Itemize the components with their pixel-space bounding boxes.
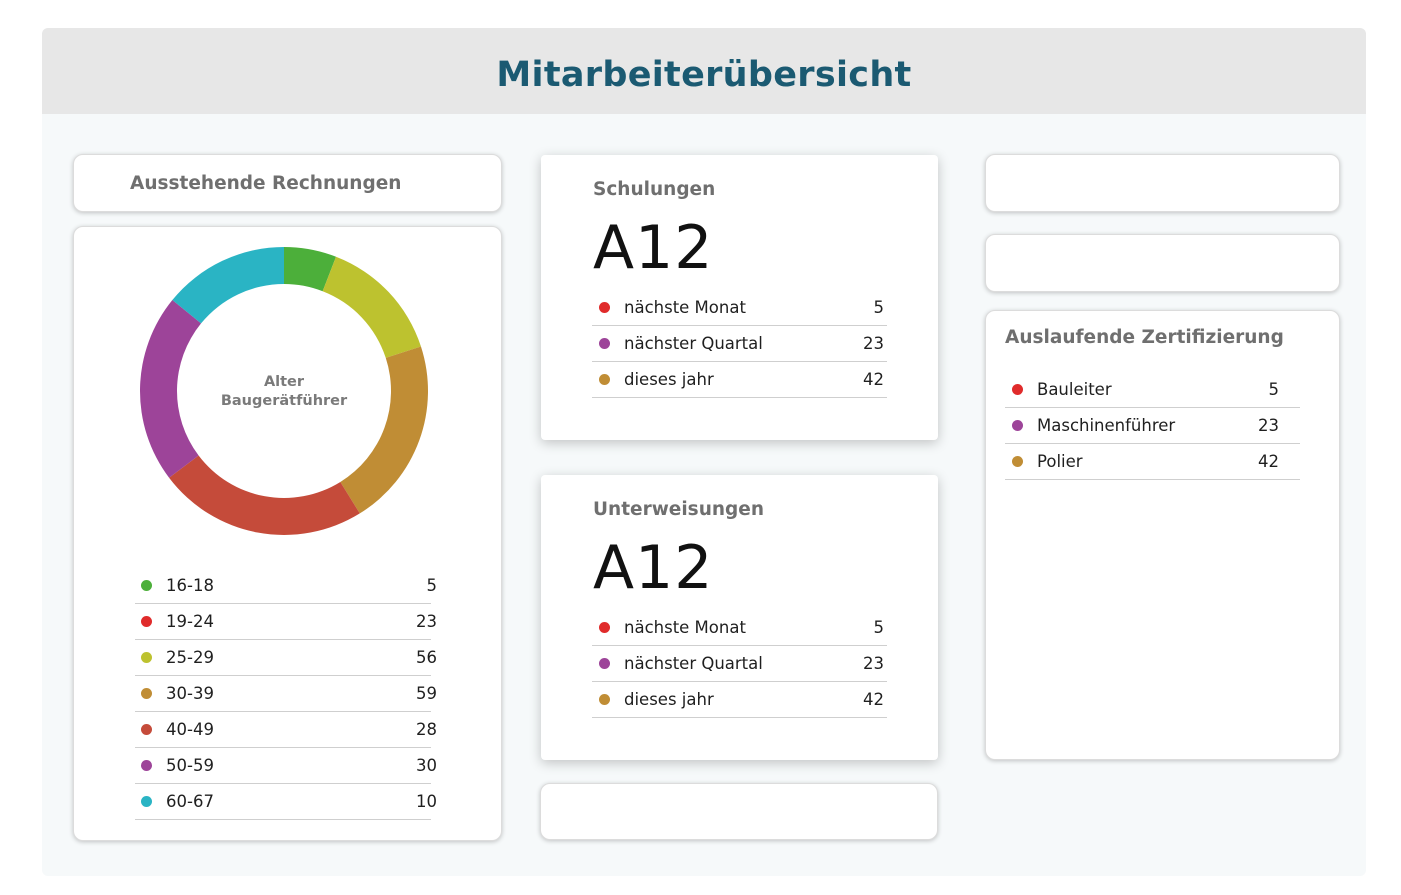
schulungen-title: Schulungen: [593, 179, 716, 200]
legend-dot-icon: [599, 338, 610, 349]
unterweisungen-card[interactable]: Unterweisungen A12 nächste Monat 5 nächste…: [541, 475, 938, 760]
legend-dot-icon: [599, 622, 610, 633]
list-item-label: nächster Quartal: [624, 334, 763, 353]
list-item: 30-39 59: [135, 676, 437, 712]
donut-segment-16-18: [284, 247, 337, 292]
list-item-value: 42: [863, 690, 884, 709]
list-item-label: nächste Monat: [624, 298, 746, 317]
donut-center-label: Alter Baugerätführer: [184, 373, 384, 411]
legend-dot-icon: [1012, 384, 1023, 395]
list-item-label: dieses jahr: [624, 690, 714, 709]
empty-card-right-1[interactable]: [985, 154, 1340, 212]
age-donut-chart: [140, 247, 428, 535]
list-item-value: 30: [416, 756, 437, 775]
list-item: nächste Monat 5: [592, 610, 887, 646]
list-item-label: Bauleiter: [1037, 380, 1112, 399]
age-chart-card: Alter Baugerätführer 16-18 5 19-24 23 25-29 5…: [73, 226, 502, 841]
donut-segment-30-39: [340, 346, 428, 514]
list-item: 60-67 10: [135, 784, 437, 820]
list-item-value: 23: [416, 612, 437, 631]
donut-segment-40-49: [169, 455, 360, 535]
list-item-label: 60-67: [166, 792, 214, 811]
empty-card-middle-bottom[interactable]: [540, 783, 938, 840]
page-title: Mitarbeiterübersicht: [496, 55, 912, 95]
empty-card-right-2[interactable]: [985, 234, 1340, 292]
legend-dot-icon: [1012, 456, 1023, 467]
donut-segment-60-67: [172, 247, 284, 324]
list-item-value: 42: [863, 370, 884, 389]
unterweisungen-big-value: A12: [593, 533, 714, 603]
zertifizierung-title: Auslaufende Zertifizierung: [1005, 327, 1284, 348]
invoices-title: Ausstehende Rechnungen: [130, 173, 402, 194]
list-item: 16-18 5: [135, 568, 437, 604]
list-item-value: 5: [426, 576, 438, 595]
list-item-value: 5: [873, 618, 885, 637]
list-item: nächste Monat 5: [592, 290, 887, 326]
list-item-label: dieses jahr: [624, 370, 714, 389]
list-item-label: nächste Monat: [624, 618, 746, 637]
list-item: 40-49 28: [135, 712, 437, 748]
list-item: Bauleiter 5: [1005, 372, 1300, 408]
list-item-value: 5: [1268, 380, 1280, 399]
list-item-label: 19-24: [166, 612, 214, 631]
donut-segment-50-59: [140, 300, 202, 478]
legend-dot-icon: [1012, 420, 1023, 431]
legend-dot-icon: [599, 302, 610, 313]
list-item-value: 56: [416, 648, 437, 667]
legend-dot-icon: [141, 616, 152, 627]
legend-dot-icon: [141, 652, 152, 663]
zertifizierung-card[interactable]: Auslaufende Zertifizierung Bauleiter 5 Mas…: [985, 310, 1340, 760]
list-item: dieses jahr 42: [592, 362, 887, 398]
zertifizierung-list: Bauleiter 5 Maschinenführer 23 Polier 42: [1005, 372, 1300, 480]
page-header: Mitarbeiterübersicht: [42, 28, 1366, 114]
unterweisungen-list: nächste Monat 5 nächster Quartal 23 dieses j…: [592, 610, 887, 718]
list-item-label: 30-39: [166, 684, 214, 703]
list-item: nächster Quartal 23: [592, 646, 887, 682]
list-item: Maschinenführer 23: [1005, 408, 1300, 444]
list-item-label: 40-49: [166, 720, 214, 739]
legend-dot-icon: [599, 374, 610, 385]
list-item: Polier 42: [1005, 444, 1300, 480]
list-item: dieses jahr 42: [592, 682, 887, 718]
legend-dot-icon: [599, 658, 610, 669]
list-item-value: 23: [863, 334, 884, 353]
unterweisungen-title: Unterweisungen: [593, 499, 764, 520]
list-item-label: 16-18: [166, 576, 214, 595]
list-item: 25-29 56: [135, 640, 437, 676]
list-item-label: nächster Quartal: [624, 654, 763, 673]
list-item-value: 42: [1258, 452, 1279, 471]
invoices-card[interactable]: Ausstehende Rechnungen: [73, 154, 502, 212]
list-item-label: 25-29: [166, 648, 214, 667]
list-item-value: 59: [416, 684, 437, 703]
legend-dot-icon: [141, 760, 152, 771]
list-item: 19-24 23: [135, 604, 437, 640]
schulungen-big-value: A12: [593, 213, 714, 283]
donut-center-line2: Baugerätführer: [220, 393, 348, 409]
list-item-value: 23: [1258, 416, 1279, 435]
list-item-value: 23: [863, 654, 884, 673]
donut-center-line1: Alter: [263, 374, 305, 390]
schulungen-list: nächste Monat 5 nächster Quartal 23 dieses j…: [592, 290, 887, 398]
legend-dot-icon: [141, 688, 152, 699]
list-item-value: 10: [416, 792, 437, 811]
list-item-label: Maschinenführer: [1037, 416, 1176, 435]
legend-dot-icon: [141, 580, 152, 591]
legend-dot-icon: [599, 694, 610, 705]
list-item: 50-59 30: [135, 748, 437, 784]
list-item-value: 5: [873, 298, 885, 317]
legend-dot-icon: [141, 724, 152, 735]
legend-dot-icon: [141, 796, 152, 807]
schulungen-card[interactable]: Schulungen A12 nächste Monat 5 nächster Qu…: [541, 155, 938, 440]
list-item-value: 28: [416, 720, 437, 739]
list-item: nächster Quartal 23: [592, 326, 887, 362]
age-legend: 16-18 5 19-24 23 25-29 56 30-39 59 40-49 28 50-59 3…: [135, 568, 437, 820]
donut-segment-25-29: [322, 256, 421, 358]
list-item-label: 50-59: [166, 756, 214, 775]
list-item-label: Polier: [1037, 452, 1083, 471]
